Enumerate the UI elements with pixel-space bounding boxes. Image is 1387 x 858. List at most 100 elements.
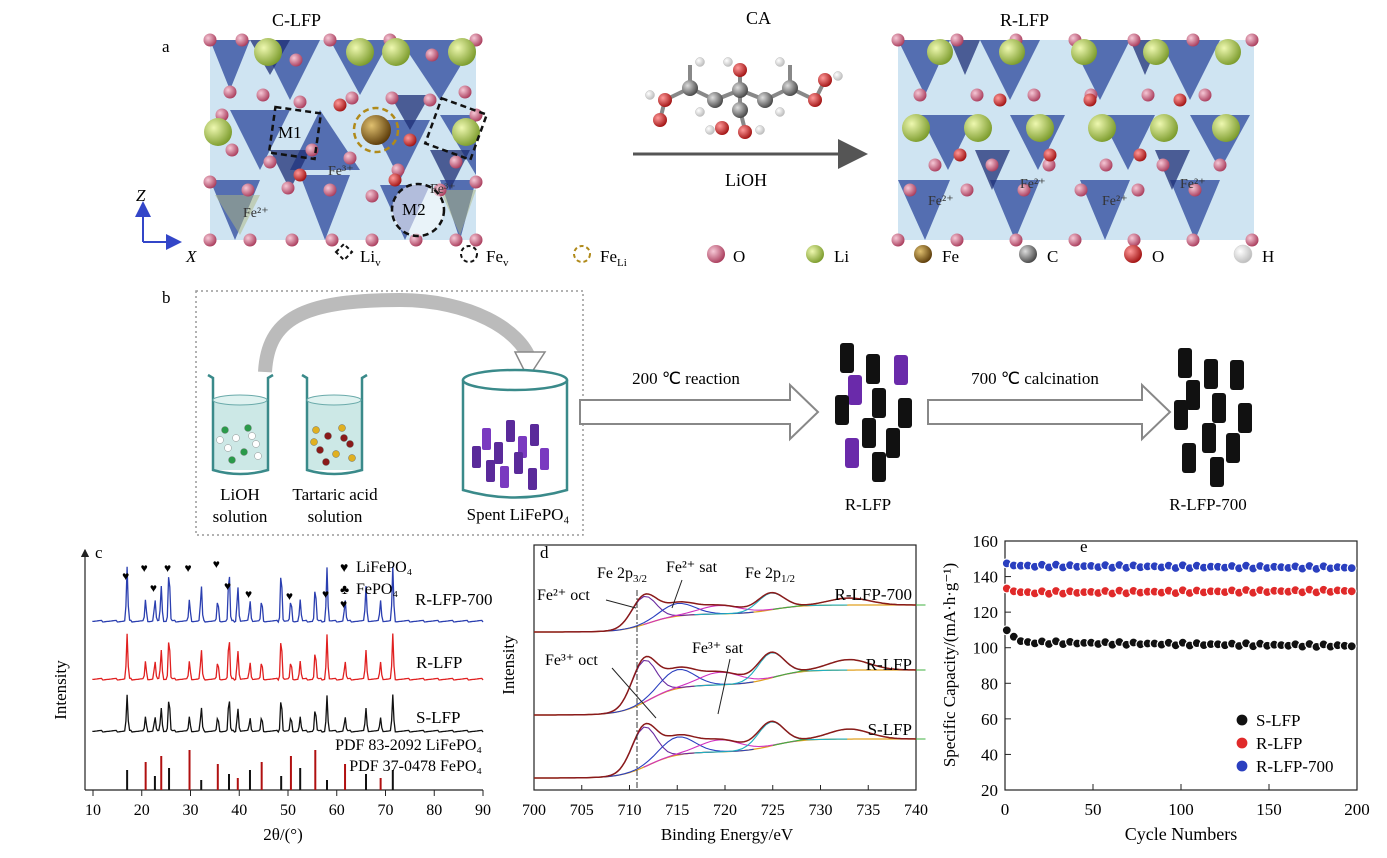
lithium-atom: [1215, 39, 1241, 65]
r-lfp-700-particles: [1174, 348, 1252, 487]
c-pdf2: PDF 37-0478 FePO₄: [349, 758, 482, 775]
c-peak-marker: ♥: [122, 569, 129, 583]
oxygen-atom: [256, 88, 270, 102]
oxygen-atom: [658, 93, 672, 107]
oxygen-atom: [1198, 88, 1212, 102]
oxygen-atom: [458, 85, 472, 99]
spent-lfp-particle: [540, 448, 549, 470]
e-legend-marker: [1235, 736, 1249, 750]
e-ylabel: Specific Capacity/(mA·h·g⁻¹): [940, 563, 959, 767]
step2-arrow: [927, 382, 1172, 442]
lioh-particle: [224, 444, 232, 452]
oxygen-atom: [653, 113, 667, 127]
oxygen-atom: [1009, 233, 1023, 247]
d-r-lfp-component: [600, 668, 754, 715]
r-lfp-particle: [835, 395, 849, 425]
e-y-tick-label: 160: [973, 532, 999, 551]
d-r-lfp-700-background: [534, 604, 916, 633]
lithium-atom: [902, 114, 930, 142]
oxygen-atom: [1131, 183, 1145, 197]
oxygen-atom: [323, 183, 337, 197]
site-m1-label: M1: [278, 123, 302, 142]
lioh-liquid: [213, 400, 268, 470]
spent-beaker-rim: [461, 368, 569, 392]
d-label-rlfp: R-LFP: [866, 655, 912, 674]
beaker-tartaric: [301, 373, 368, 476]
atom-legend: Liv Fev FeLi O Li Fe C O H: [334, 242, 1274, 269]
panel-e-letter: e: [1080, 537, 1088, 556]
r-lfp-700-particle: [1230, 360, 1244, 390]
oxygen-atom: [1074, 183, 1088, 197]
fe-label-right-2: Fe²⁺: [1020, 177, 1046, 192]
oxygen-atom: [808, 93, 822, 107]
d-x-tick-label: 715: [665, 802, 689, 819]
d-x-tick-label: 720: [713, 802, 737, 819]
oxygen-atom: [1068, 233, 1082, 247]
e-axes-ticks: 0 50 100 150 200 20 40 60 80 100 120 140 160: [973, 532, 1370, 819]
c-xlabel: 2θ/(°): [263, 825, 303, 844]
beaker1-label-1: LiOH: [220, 485, 260, 504]
oxygen-atom: [1173, 93, 1187, 107]
tartaric-particle: [310, 438, 318, 446]
lioh-surface: [212, 394, 268, 406]
c-curve-r-lfp: [92, 633, 484, 682]
c-x-tick-label: 50: [280, 802, 296, 819]
h-sphere-legend-icon: [1233, 244, 1253, 264]
c-x-tick-label: 40: [231, 802, 247, 819]
oxygen-atom: [738, 125, 752, 139]
oxygen-atom: [1042, 158, 1056, 172]
oxygen-atom: [423, 93, 437, 107]
panel-e: e 0 50 100 150 200 20 40 60 80 100 120 140 160 Speci…: [940, 532, 1370, 844]
lithium-atom: [1026, 114, 1054, 142]
spent-lfp-particle: [528, 468, 537, 490]
spent-lfp-particle: [514, 452, 523, 474]
lithium-atom: [1071, 39, 1097, 65]
oxygen-atom: [343, 151, 357, 165]
c-peak-marker: ♥: [164, 561, 171, 575]
r-lfp-particle: [886, 428, 900, 458]
fe-label-right-4: Fe²⁺: [1180, 177, 1206, 192]
lithium-atom: [448, 38, 476, 66]
lithium-atom: [1150, 114, 1178, 142]
legend-fe: Fe: [942, 247, 959, 266]
legend-h: H: [1262, 247, 1274, 266]
beaker-lioh: [207, 373, 274, 476]
tartaric-particle: [332, 450, 340, 458]
carbon-atom: [707, 92, 723, 108]
e-x-tick-label: 150: [1256, 800, 1282, 819]
fe-label-right-3: Fe²⁺: [1102, 194, 1128, 209]
lioh-particle: [252, 440, 260, 448]
hydrogen-atom: [833, 71, 843, 81]
fe-label-right-1: Fe²⁺: [928, 194, 954, 209]
c-curve-s-lfp: [92, 694, 484, 734]
d-x-tick-label: 710: [618, 802, 642, 819]
tartaric-particle: [324, 432, 332, 440]
d-leader-fe3oct: [611, 667, 657, 719]
c-pdf1: PDF 83-2092 LiFePO₄: [335, 737, 482, 754]
oxygen-atom: [293, 168, 307, 182]
legend-li: Li: [834, 247, 849, 266]
panel-b: b LiOH solution Tartaric acid solution S…: [162, 288, 1252, 536]
e-series-points: [1001, 558, 1357, 653]
d-leader-fe3sat: [717, 658, 731, 715]
oxygen-atom: [449, 233, 463, 247]
iron-antisite-atom: [361, 115, 391, 145]
panel-c: c 10 20 30 40 50 60 70 80 90 Intensity 2θ/(°) ♥♥…: [51, 543, 492, 844]
oxygen-atom: [1043, 148, 1057, 162]
e-x-tick-label: 0: [1001, 800, 1010, 819]
oxygen-atom: [243, 233, 257, 247]
oxygen-atom: [1213, 158, 1227, 172]
r-lfp-particle: [848, 375, 862, 405]
oxygen-atom: [225, 143, 239, 157]
oxygen-atom: [223, 85, 237, 99]
e-y-tick-label: 100: [973, 639, 999, 658]
fe-antisite-legend-icon: [573, 245, 591, 263]
hydrogen-atom: [695, 57, 705, 67]
process-dashed-box: [195, 290, 584, 536]
oxygen-atom: [263, 155, 277, 169]
tartaric-particles: [310, 424, 356, 466]
oxygen-atom: [1127, 233, 1141, 247]
oxygen-atom: [409, 233, 423, 247]
carbon-atom: [732, 82, 748, 98]
lioh-particle: [221, 426, 229, 434]
